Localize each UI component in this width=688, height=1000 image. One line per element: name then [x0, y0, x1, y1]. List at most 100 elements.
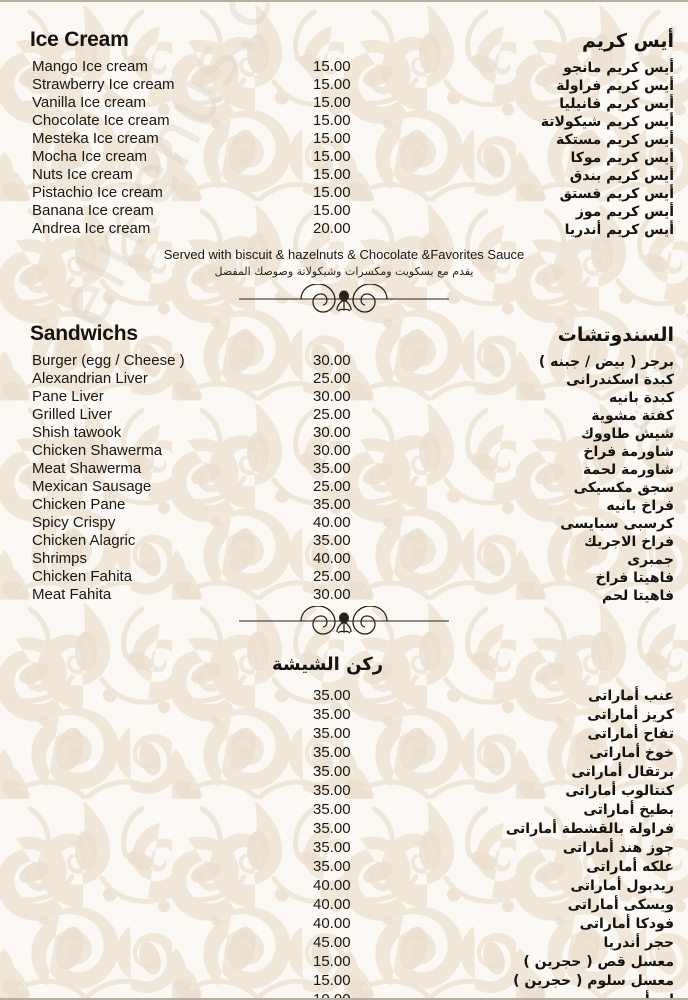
item-name-ar: فودكا أماراتى: [579, 916, 674, 932]
menu-row[interactable]: 15.00 معسل قص ( حجرين ): [0, 952, 688, 971]
item-name-ar: معسل قص ( حجرين ): [523, 954, 674, 970]
item-name-ar: فاهيتا لحم: [601, 588, 674, 604]
menu-row[interactable]: 35.00 علكه أماراتى: [0, 857, 688, 876]
menu-row[interactable]: 15.00 معسل سلوم ( حجرين ): [0, 971, 688, 990]
section-title-ar: أيس كريم: [581, 30, 674, 52]
menu-row[interactable]: Mocha Ice cream 15.00 أيس كريم موكا: [0, 148, 688, 166]
item-name-ar: أيس كريم موز: [575, 204, 674, 220]
item-name-en: Shish tawook: [32, 424, 122, 441]
item-name-ar: أيس كريم شيكولاتة: [540, 114, 674, 130]
item-name-ar: أيس كريم فراولة: [556, 78, 674, 94]
menu-row[interactable]: Meat Fahita 30.00 فاهيتا لحم: [0, 586, 688, 604]
item-price: 30.00: [313, 586, 351, 603]
item-name-en: Vanilla Ice cream: [32, 94, 146, 111]
section-title-ar: السندوتشات: [557, 324, 674, 346]
item-name-en: Nuts Ice cream: [32, 166, 133, 183]
menu-row[interactable]: Pane Liver 30.00 كبدة بانيه: [0, 388, 688, 406]
item-price: 15.00: [313, 972, 351, 989]
menu-row[interactable]: Meat Shawerma 35.00 شاورمة لحمة: [0, 460, 688, 478]
item-price: 35.00: [313, 801, 351, 818]
item-price: 40.00: [313, 915, 351, 932]
menu-row[interactable]: Shrimps 40.00 جمبرى: [0, 550, 688, 568]
menu-row[interactable]: 35.00 عنب أماراتى: [0, 686, 688, 705]
menu-row[interactable]: 35.00 كنتالوب أماراتى: [0, 781, 688, 800]
menu-row[interactable]: Vanilla Ice cream 15.00 أيس كريم فانيليا: [0, 94, 688, 112]
item-name-ar: أيس كريم مستكة: [556, 132, 674, 148]
item-name-en: Mocha Ice cream: [32, 148, 148, 165]
menu-row[interactable]: Pistachio Ice cream 15.00 أيس كريم فستق: [0, 184, 688, 202]
item-name-ar: عنب أماراتى: [588, 688, 674, 704]
flourish-ornament-icon: [239, 284, 449, 313]
menu-row[interactable]: Chicken Pane 35.00 فراخ بانيه: [0, 496, 688, 514]
menu-row[interactable]: 45.00 حجر أندريا: [0, 933, 688, 952]
item-price: 35.00: [313, 858, 351, 875]
item-name-ar: فراخ الاجريك: [584, 534, 674, 550]
menu-row[interactable]: Nuts Ice cream 15.00 أيس كريم بندق: [0, 166, 688, 184]
item-price: 15.00: [313, 148, 351, 165]
item-price: 10.00: [313, 991, 351, 1000]
item-price: 35.00: [313, 496, 351, 513]
menu-row[interactable]: 35.00 فراولة بالقشطة أماراتى: [0, 819, 688, 838]
menu-row[interactable]: Mexican Sausage 25.00 سجق مكسيكى: [0, 478, 688, 496]
item-price: 40.00: [313, 877, 351, 894]
menu-row[interactable]: 35.00 جوز هند أماراتى: [0, 838, 688, 857]
menu-row[interactable]: 35.00 كريز أماراتى: [0, 705, 688, 724]
section-sandwichs: Sandwichs السندوتشات Burger (egg / Chees…: [0, 314, 688, 604]
item-name-en: Meat Shawerma: [32, 460, 142, 477]
menu-row[interactable]: Andrea Ice cream 20.00 أيس كريم أندريا: [0, 220, 688, 238]
item-price: 30.00: [313, 424, 351, 441]
item-price: 35.00: [313, 460, 351, 477]
item-name-en: Banana Ice cream: [32, 202, 154, 219]
menu-row[interactable]: Strawberry Ice cream 15.00 أيس كريم فراو…: [0, 76, 688, 94]
menu-row[interactable]: 10.00 لى أيس: [0, 990, 688, 1000]
item-name-ar: أيس كريم مانجو: [563, 60, 674, 76]
item-name-en: Spicy Crispy: [32, 514, 116, 531]
menu-row[interactable]: 35.00 خوخ أماراتى: [0, 743, 688, 762]
menu-row[interactable]: 35.00 برتقال أماراتى: [0, 762, 688, 781]
menu-row[interactable]: Chocolate Ice cream 15.00 أيس كريم شيكول…: [0, 112, 688, 130]
menu-row[interactable]: Alexandrian Liver 25.00 كبدة اسكندرانى: [0, 370, 688, 388]
menu-row[interactable]: Chicken Fahita 25.00 فاهيتا فراخ: [0, 568, 688, 586]
item-name-ar: شاورمة لحمة: [582, 462, 674, 478]
menu-row[interactable]: Spicy Crispy 40.00 كرسبى سبايسى: [0, 514, 688, 532]
item-name-ar: معسل سلوم ( حجرين ): [513, 973, 674, 989]
item-name-ar: حجر أندريا: [603, 935, 674, 951]
menu-row[interactable]: Mesteka Ice cream 15.00 أيس كريم مستكة: [0, 130, 688, 148]
menu-row[interactable]: 40.00 ريدبول أماراتى: [0, 876, 688, 895]
ornament-divider: [0, 606, 688, 636]
item-name-ar: شاورمة فراخ: [583, 444, 674, 460]
item-price: 35.00: [313, 763, 351, 780]
menu-row[interactable]: Banana Ice cream 15.00 أيس كريم موز: [0, 202, 688, 220]
item-name-en: Pistachio Ice cream: [32, 184, 163, 201]
item-name-ar: ريدبول أماراتى: [570, 878, 674, 894]
menu-row[interactable]: 35.00 تفاح أماراتى: [0, 724, 688, 743]
menu-row[interactable]: 40.00 ويسكى أماراتى: [0, 895, 688, 914]
menu-row[interactable]: Grilled Liver 25.00 كفتة مشوية: [0, 406, 688, 424]
menu-row[interactable]: Burger (egg / Cheese ) 30.00 برجر ( بيض …: [0, 352, 688, 370]
menu-row[interactable]: 40.00 فودكا أماراتى: [0, 914, 688, 933]
item-name-ar: كبدة اسكندرانى: [566, 372, 674, 388]
item-price: 15.00: [313, 184, 351, 201]
item-price: 40.00: [313, 514, 351, 531]
item-price: 45.00: [313, 934, 351, 951]
item-name-ar: أيس كريم موكا: [570, 150, 674, 166]
section-title-en: Ice Cream: [30, 28, 129, 51]
item-price: 15.00: [313, 166, 351, 183]
menu-row[interactable]: Chicken Shawerma 30.00 شاورمة فراخ: [0, 442, 688, 460]
menu-row[interactable]: Chicken Alagric 35.00 فراخ الاجريك: [0, 532, 688, 550]
item-name-ar: برجر ( بيض / جبنه ): [538, 354, 674, 370]
item-price: 20.00: [313, 220, 351, 237]
item-price: 30.00: [313, 352, 351, 369]
item-price: 25.00: [313, 568, 351, 585]
item-name-ar: بطيخ أماراتى: [583, 802, 674, 818]
menu-row[interactable]: Mango Ice cream 15.00 أيس كريم مانجو: [0, 58, 688, 76]
item-name-ar: تفاح أماراتى: [587, 726, 674, 742]
menu-row[interactable]: Shish tawook 30.00 شيش طاووك: [0, 424, 688, 442]
item-price: 40.00: [313, 550, 351, 567]
menu-row[interactable]: 35.00 بطيخ أماراتى: [0, 800, 688, 819]
item-name-ar: أيس كريم بندق: [569, 168, 674, 184]
item-price: 15.00: [313, 76, 351, 93]
item-name-ar: كرسبى سبايسى: [560, 516, 674, 532]
item-name-ar: شيش طاووك: [581, 426, 674, 442]
item-name-ar: أيس كريم فستق: [559, 186, 674, 202]
